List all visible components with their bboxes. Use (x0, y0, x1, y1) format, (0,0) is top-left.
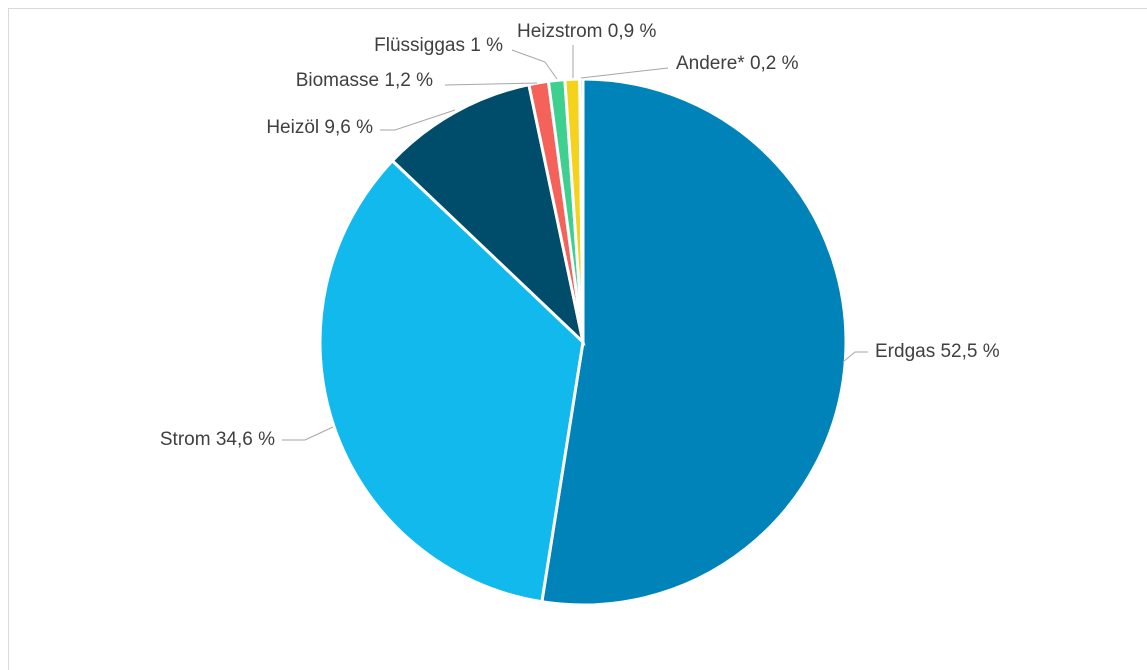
label-category: Flüssiggas (374, 35, 465, 56)
data-label: Heizstrom 0,9 % (517, 21, 656, 42)
label-category: Heizöl (266, 117, 319, 138)
data-label: Flüssiggas 1 % (374, 35, 503, 56)
label-value: 1,2 % (384, 70, 433, 91)
pie-slice (578, 77, 585, 343)
label-category: Andere* (676, 53, 745, 74)
chart-frame (8, 8, 1147, 670)
label-category: Biomasse (296, 70, 379, 91)
leader-line (282, 426, 334, 441)
data-label: Erdgas 52,5 % (875, 341, 1000, 362)
data-label: Strom 34,6 % (160, 429, 275, 450)
leader-line (380, 109, 456, 131)
data-label: Heizöl 9,6 % (266, 117, 373, 138)
leader-line (511, 49, 558, 80)
label-value: 52,5 % (940, 341, 999, 362)
leader-line (842, 351, 868, 363)
pie-slice (318, 158, 585, 604)
leader-line (580, 67, 669, 79)
label-value: 0,9 % (608, 21, 657, 42)
label-value: 1 % (470, 35, 503, 56)
pie-slice (540, 77, 848, 607)
label-value: 34,6 % (216, 429, 275, 450)
label-category: Heizstrom (517, 21, 603, 42)
label-category: Erdgas (875, 341, 935, 362)
label-value: 9,6 % (324, 117, 373, 138)
pie-slice (390, 82, 586, 347)
data-label: Andere* 0,2 % (676, 53, 799, 74)
label-value: 0,2 % (750, 53, 799, 74)
data-label: Biomasse 1,2 % (296, 70, 433, 91)
leader-line (444, 82, 538, 86)
label-category: Strom (160, 429, 211, 450)
